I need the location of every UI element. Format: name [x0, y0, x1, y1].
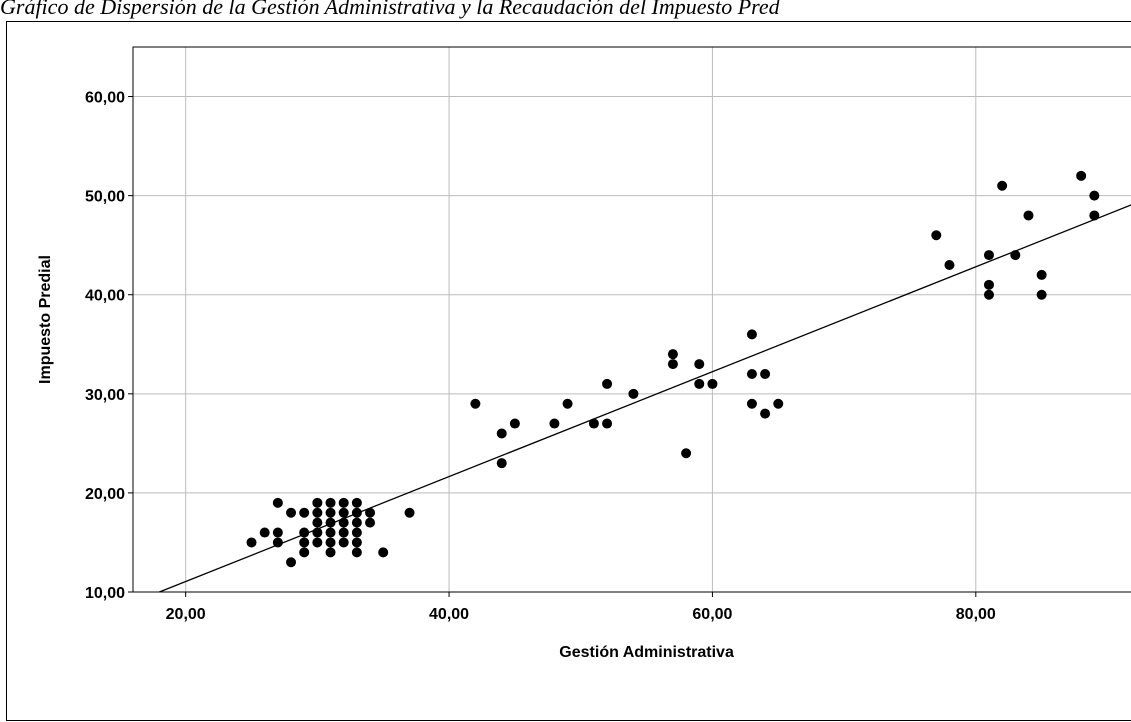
- data-point: [404, 507, 415, 518]
- data-point: [325, 527, 336, 538]
- data-point: [312, 537, 323, 548]
- data-point: [496, 458, 507, 469]
- y-tick-label: 40,00: [85, 288, 125, 305]
- data-point: [312, 507, 323, 518]
- data-point: [365, 517, 376, 528]
- data-point: [628, 388, 639, 399]
- data-point: [588, 418, 599, 429]
- data-point: [746, 329, 757, 340]
- data-point: [259, 527, 270, 538]
- y-axis-title: Impuesto Predial: [37, 255, 54, 384]
- data-point: [299, 537, 310, 548]
- x-tick-label: 60,00: [692, 606, 732, 623]
- figure-caption: Gráfico de Dispersión de la Gestión Admi…: [0, 0, 780, 19]
- scatter-chart: 20,00 40,00 60,00 80,00 10,00 20,00 30,00 40,0…: [37, 46, 1131, 661]
- data-point: [997, 180, 1008, 191]
- data-point: [338, 507, 349, 518]
- data-point: [1036, 269, 1047, 280]
- x-tick-label: 80,00: [956, 606, 996, 623]
- data-point: [286, 557, 297, 568]
- data-point: [562, 398, 573, 409]
- data-point: [707, 378, 718, 389]
- data-point: [272, 497, 283, 508]
- data-point: [694, 359, 705, 370]
- data-point: [312, 527, 323, 538]
- data-point: [931, 230, 942, 241]
- data-point: [667, 349, 678, 360]
- data-point: [246, 537, 257, 548]
- chart-frame: 20,00 40,00 60,00 80,00 10,00 20,00 30,00 40,0…: [6, 21, 1131, 721]
- x-axis-title: Gestión Administrativa: [559, 644, 734, 661]
- data-point: [549, 418, 560, 429]
- data-point: [746, 398, 757, 409]
- data-point: [312, 497, 323, 508]
- y-tick-label: 50,00: [85, 189, 125, 206]
- plot-area: [132, 46, 1131, 593]
- data-point: [338, 497, 349, 508]
- data-point: [667, 359, 678, 370]
- data-point: [365, 507, 376, 518]
- y-tick-label: 20,00: [85, 486, 125, 503]
- data-point: [272, 537, 283, 548]
- data-point: [325, 507, 336, 518]
- data-point: [338, 517, 349, 528]
- regression-line: [159, 204, 1131, 593]
- data-point: [338, 537, 349, 548]
- data-point: [983, 279, 994, 290]
- gridlines: [133, 47, 1131, 592]
- data-point: [773, 398, 784, 409]
- data-point: [325, 547, 336, 558]
- data-point: [1089, 190, 1100, 201]
- data-point: [602, 418, 613, 429]
- data-point: [1089, 210, 1100, 221]
- data-point: [325, 497, 336, 508]
- y-tick-label: 10,00: [85, 585, 125, 602]
- data-point: [1036, 289, 1047, 300]
- data-point: [272, 527, 283, 538]
- x-axis-ticks: 20,00 40,00 60,00 80,00: [166, 592, 996, 623]
- data-point: [378, 547, 389, 558]
- data-point: [286, 507, 297, 518]
- data-points: [246, 170, 1100, 568]
- data-point: [325, 537, 336, 548]
- data-point: [983, 289, 994, 300]
- data-point: [351, 537, 362, 548]
- data-point: [496, 428, 507, 439]
- data-point: [1076, 170, 1087, 181]
- data-point: [312, 517, 323, 528]
- data-point: [299, 527, 310, 538]
- data-point: [299, 507, 310, 518]
- y-tick-label: 30,00: [85, 387, 125, 404]
- data-point: [509, 418, 520, 429]
- data-point: [470, 398, 481, 409]
- data-point: [944, 260, 955, 270]
- data-point: [338, 527, 349, 538]
- y-axis-ticks: 10,00 20,00 30,00 40,00 50,00 60,00: [85, 90, 133, 602]
- data-point: [602, 378, 613, 389]
- data-point: [694, 378, 705, 389]
- x-tick-label: 20,00: [166, 606, 206, 623]
- data-point: [351, 497, 362, 508]
- data-point: [351, 547, 362, 558]
- x-tick-label: 40,00: [429, 606, 469, 623]
- data-point: [760, 408, 771, 419]
- data-point: [351, 507, 362, 518]
- data-point: [681, 448, 692, 459]
- data-point: [983, 250, 994, 261]
- data-point: [351, 527, 362, 538]
- data-point: [1023, 210, 1034, 221]
- y-tick-label: 60,00: [85, 90, 125, 107]
- data-point: [325, 517, 336, 528]
- data-point: [1010, 250, 1021, 261]
- data-point: [760, 369, 771, 379]
- data-point: [351, 517, 362, 528]
- data-point: [299, 547, 310, 558]
- data-point: [746, 369, 757, 379]
